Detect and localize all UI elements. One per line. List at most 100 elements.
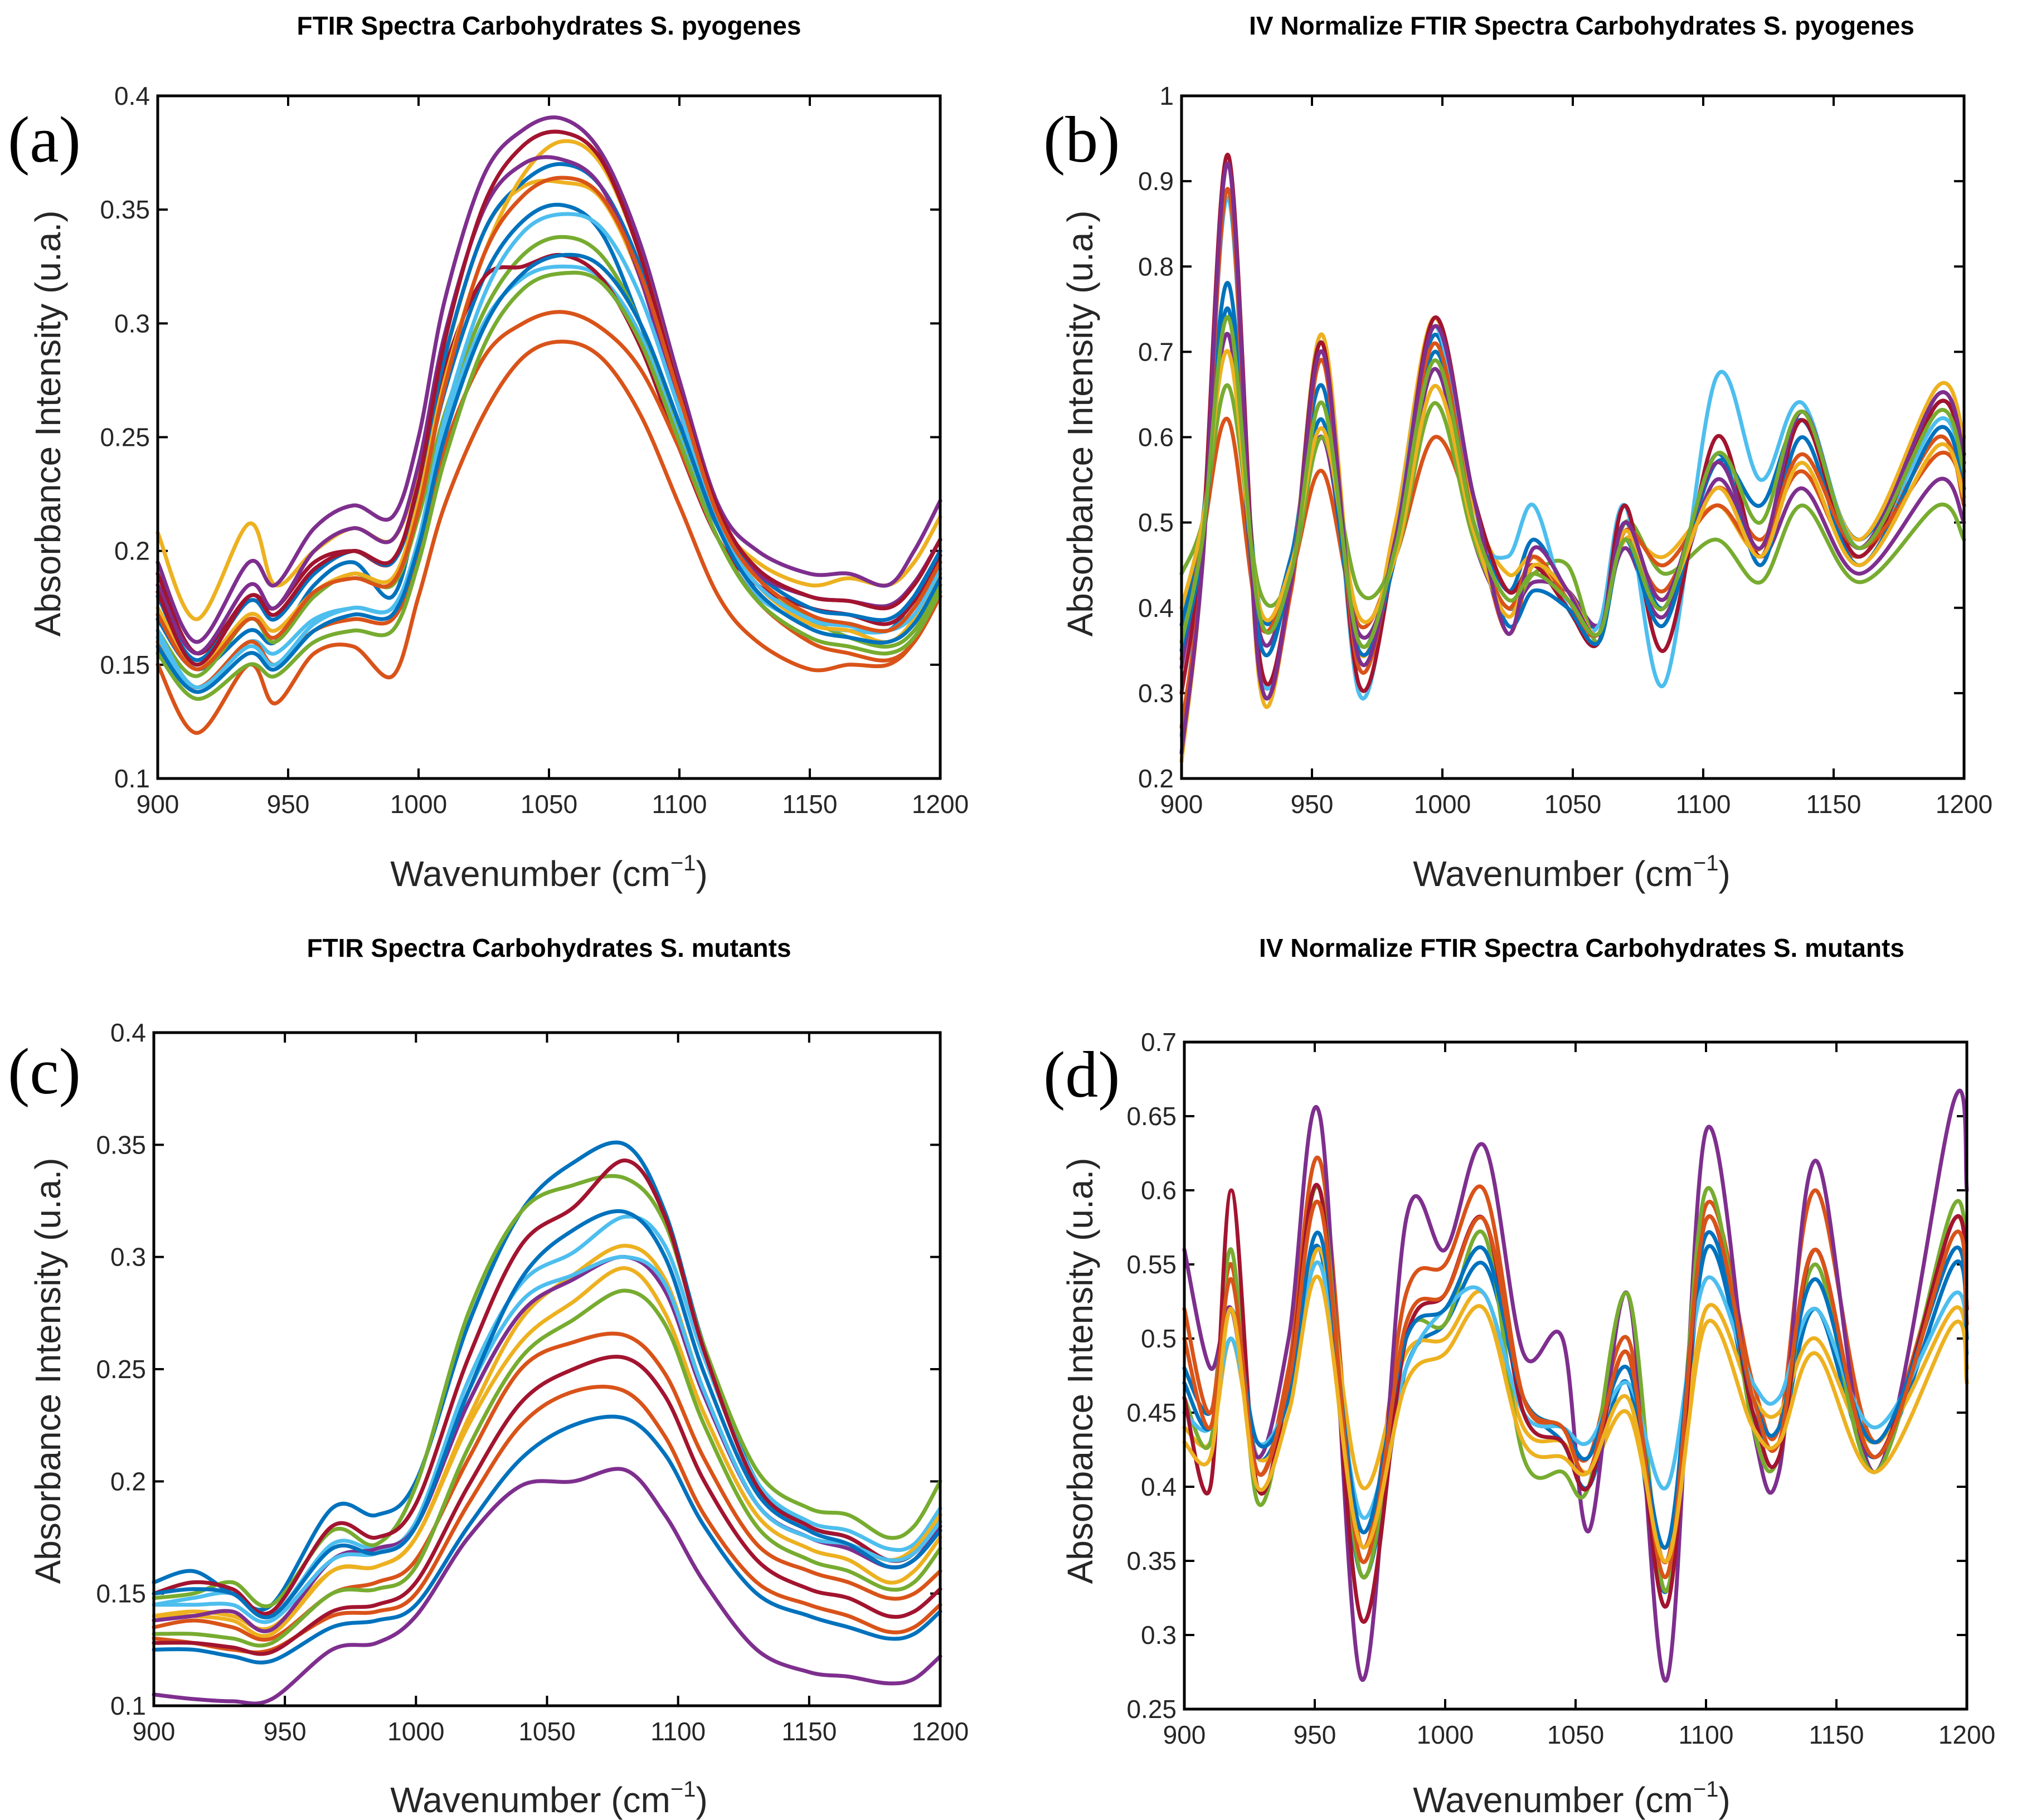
x-tick-label: 950 (1291, 790, 1334, 819)
y-tick-label: 0.3 (1141, 1621, 1177, 1649)
panel-d: IV Normalize FTIR Spectra Carbohydrates … (1043, 933, 1995, 1820)
x-ticks: 900 950 1000 1050 1100 1150 1200 (137, 96, 969, 819)
x-tick-label: 900 (1160, 790, 1203, 819)
y-tick-label: 0.4 (1138, 593, 1174, 622)
x-tick-label: 1100 (1679, 1720, 1734, 1749)
series-line-6 (1179, 195, 1966, 738)
series-line-9 (152, 1331, 942, 1642)
x-tick-label: 1200 (912, 1717, 969, 1746)
series-line-13 (155, 212, 942, 690)
series-line-14 (152, 1355, 942, 1656)
x-axis-label-exponent: −1 (1693, 1777, 1719, 1802)
x-tick-label: 1050 (521, 790, 577, 819)
series-line-12 (155, 270, 942, 701)
series-line-3 (155, 178, 942, 621)
x-tick-label: 1050 (1547, 1720, 1604, 1749)
series-line-8 (152, 1414, 942, 1665)
series-line-1 (1179, 281, 1966, 649)
series-line-3 (152, 1266, 942, 1638)
x-tick-label: 1150 (781, 1717, 837, 1746)
chart-title: FTIR Spectra Carbohydrates S. pyogenes (297, 11, 801, 40)
x-tick-label: 1000 (1417, 1720, 1474, 1749)
y-tick-label: 0.2 (1138, 764, 1174, 793)
x-tick-label: 950 (1294, 1720, 1336, 1749)
series-lines (1179, 153, 1966, 763)
series-line-15 (155, 252, 942, 694)
x-tick-label: 1100 (1676, 790, 1731, 819)
series-line-2 (155, 339, 942, 735)
x-tick-label: 1000 (390, 790, 447, 819)
chart-title: IV Normalize FTIR Spectra Carbohydrates … (1249, 11, 1914, 40)
y-tick-label: 0.3 (110, 1243, 146, 1272)
plot-frame (152, 1031, 942, 1707)
series-line-13 (152, 1255, 942, 1624)
x-axis-label-close: ) (696, 854, 707, 894)
y-tick-label: 0.5 (1138, 508, 1174, 537)
x-tick-label: 1150 (1809, 1720, 1864, 1749)
y-tick-label: 0.4 (110, 1018, 146, 1047)
x-axis-label-exponent: −1 (670, 1777, 696, 1802)
panel-b: IV Normalize FTIR Spectra Carbohydrates … (1043, 11, 1992, 894)
series-line-9 (1182, 1199, 1969, 1579)
y-tick-label: 0.5 (1141, 1324, 1177, 1353)
series-line-11 (155, 155, 942, 655)
y-tick-label: 0.2 (114, 537, 150, 566)
series-line-11 (1179, 161, 1966, 755)
y-tick-label: 0.3 (1138, 679, 1174, 708)
x-axis-label: Wavenumber (cm−1) (390, 1777, 708, 1820)
y-tick-label: 0.7 (1138, 337, 1174, 366)
x-tick-label: 1000 (387, 1717, 444, 1746)
series-lines (1182, 1088, 1969, 1683)
x-tick-label: 900 (133, 1717, 176, 1746)
series-line-7 (152, 1159, 942, 1616)
y-tick-label: 0.9 (1138, 167, 1174, 196)
series-lines (155, 115, 942, 735)
series-line-12 (1179, 315, 1966, 649)
y-axis-label: Absorbance Intensity (u.a.) (28, 211, 68, 637)
x-axis-label-close: ) (696, 1780, 707, 1820)
y-tick-label: 0.25 (1126, 1695, 1177, 1724)
x-tick-label: 1100 (652, 790, 707, 819)
panel-label: (d) (1043, 1038, 1120, 1111)
x-tick-label: 1050 (518, 1717, 575, 1746)
y-tick-label: 0.55 (1126, 1250, 1177, 1279)
series-line-16 (155, 176, 942, 671)
y-tick-label: 0.4 (1141, 1472, 1177, 1501)
y-tick-label: 1 (1159, 81, 1174, 110)
y-tick-label: 0.3 (114, 309, 150, 338)
series-line-6 (152, 1214, 942, 1619)
x-axis-label-text: Wavenumber (cm (390, 1780, 670, 1820)
plot-frame (1183, 1040, 1969, 1711)
y-axis-label: Absorbance Intensity (u.a.) (1060, 211, 1100, 637)
x-axis-label-exponent: −1 (670, 851, 696, 875)
y-ticks: 0.2 0.3 0.4 0.5 0.6 0.7 0.8 0.9 1 (1138, 81, 1964, 793)
y-tick-label: 0.35 (96, 1130, 146, 1159)
series-line-4 (155, 115, 942, 644)
series-line-14 (155, 129, 942, 667)
x-axis-label-exponent: −1 (1693, 851, 1719, 875)
x-tick-label: 900 (137, 790, 179, 819)
y-tick-label: 0.1 (110, 1691, 146, 1720)
series-line-9 (1179, 187, 1966, 729)
x-tick-label: 950 (264, 1717, 307, 1746)
series-line-4 (1182, 1088, 1969, 1683)
x-ticks: 900 950 1000 1050 1100 1150 1200 (133, 1033, 969, 1746)
x-axis-label-text: Wavenumber (cm (390, 854, 670, 894)
series-line-10 (1182, 1274, 1969, 1564)
x-axis-label-close: ) (1718, 854, 1730, 894)
x-ticks: 900 950 1000 1050 1100 1150 1200 (1160, 96, 1992, 819)
x-tick-label: 900 (1163, 1720, 1206, 1749)
x-tick-label: 1150 (783, 790, 838, 819)
chart-title: IV Normalize FTIR Spectra Carbohydrates … (1259, 933, 1904, 962)
y-tick-label: 0.2 (110, 1467, 146, 1496)
plot-frame (1180, 94, 1966, 780)
y-tick-label: 0.65 (1126, 1102, 1177, 1131)
x-tick-label: 1200 (1938, 1720, 1995, 1749)
panel-c: FTIR Spectra Carbohydrates S. mutants Ab… (8, 933, 969, 1820)
y-tick-label: 0.35 (100, 195, 150, 224)
y-tick-label: 0.45 (1126, 1398, 1177, 1427)
y-tick-label: 0.35 (1126, 1546, 1177, 1575)
x-axis-label-text: Wavenumber (cm (1413, 1780, 1693, 1820)
panel-a: FTIR Spectra Carbohydrates S. pyogenes A… (8, 11, 969, 894)
y-tick-label: 0.25 (100, 423, 150, 452)
